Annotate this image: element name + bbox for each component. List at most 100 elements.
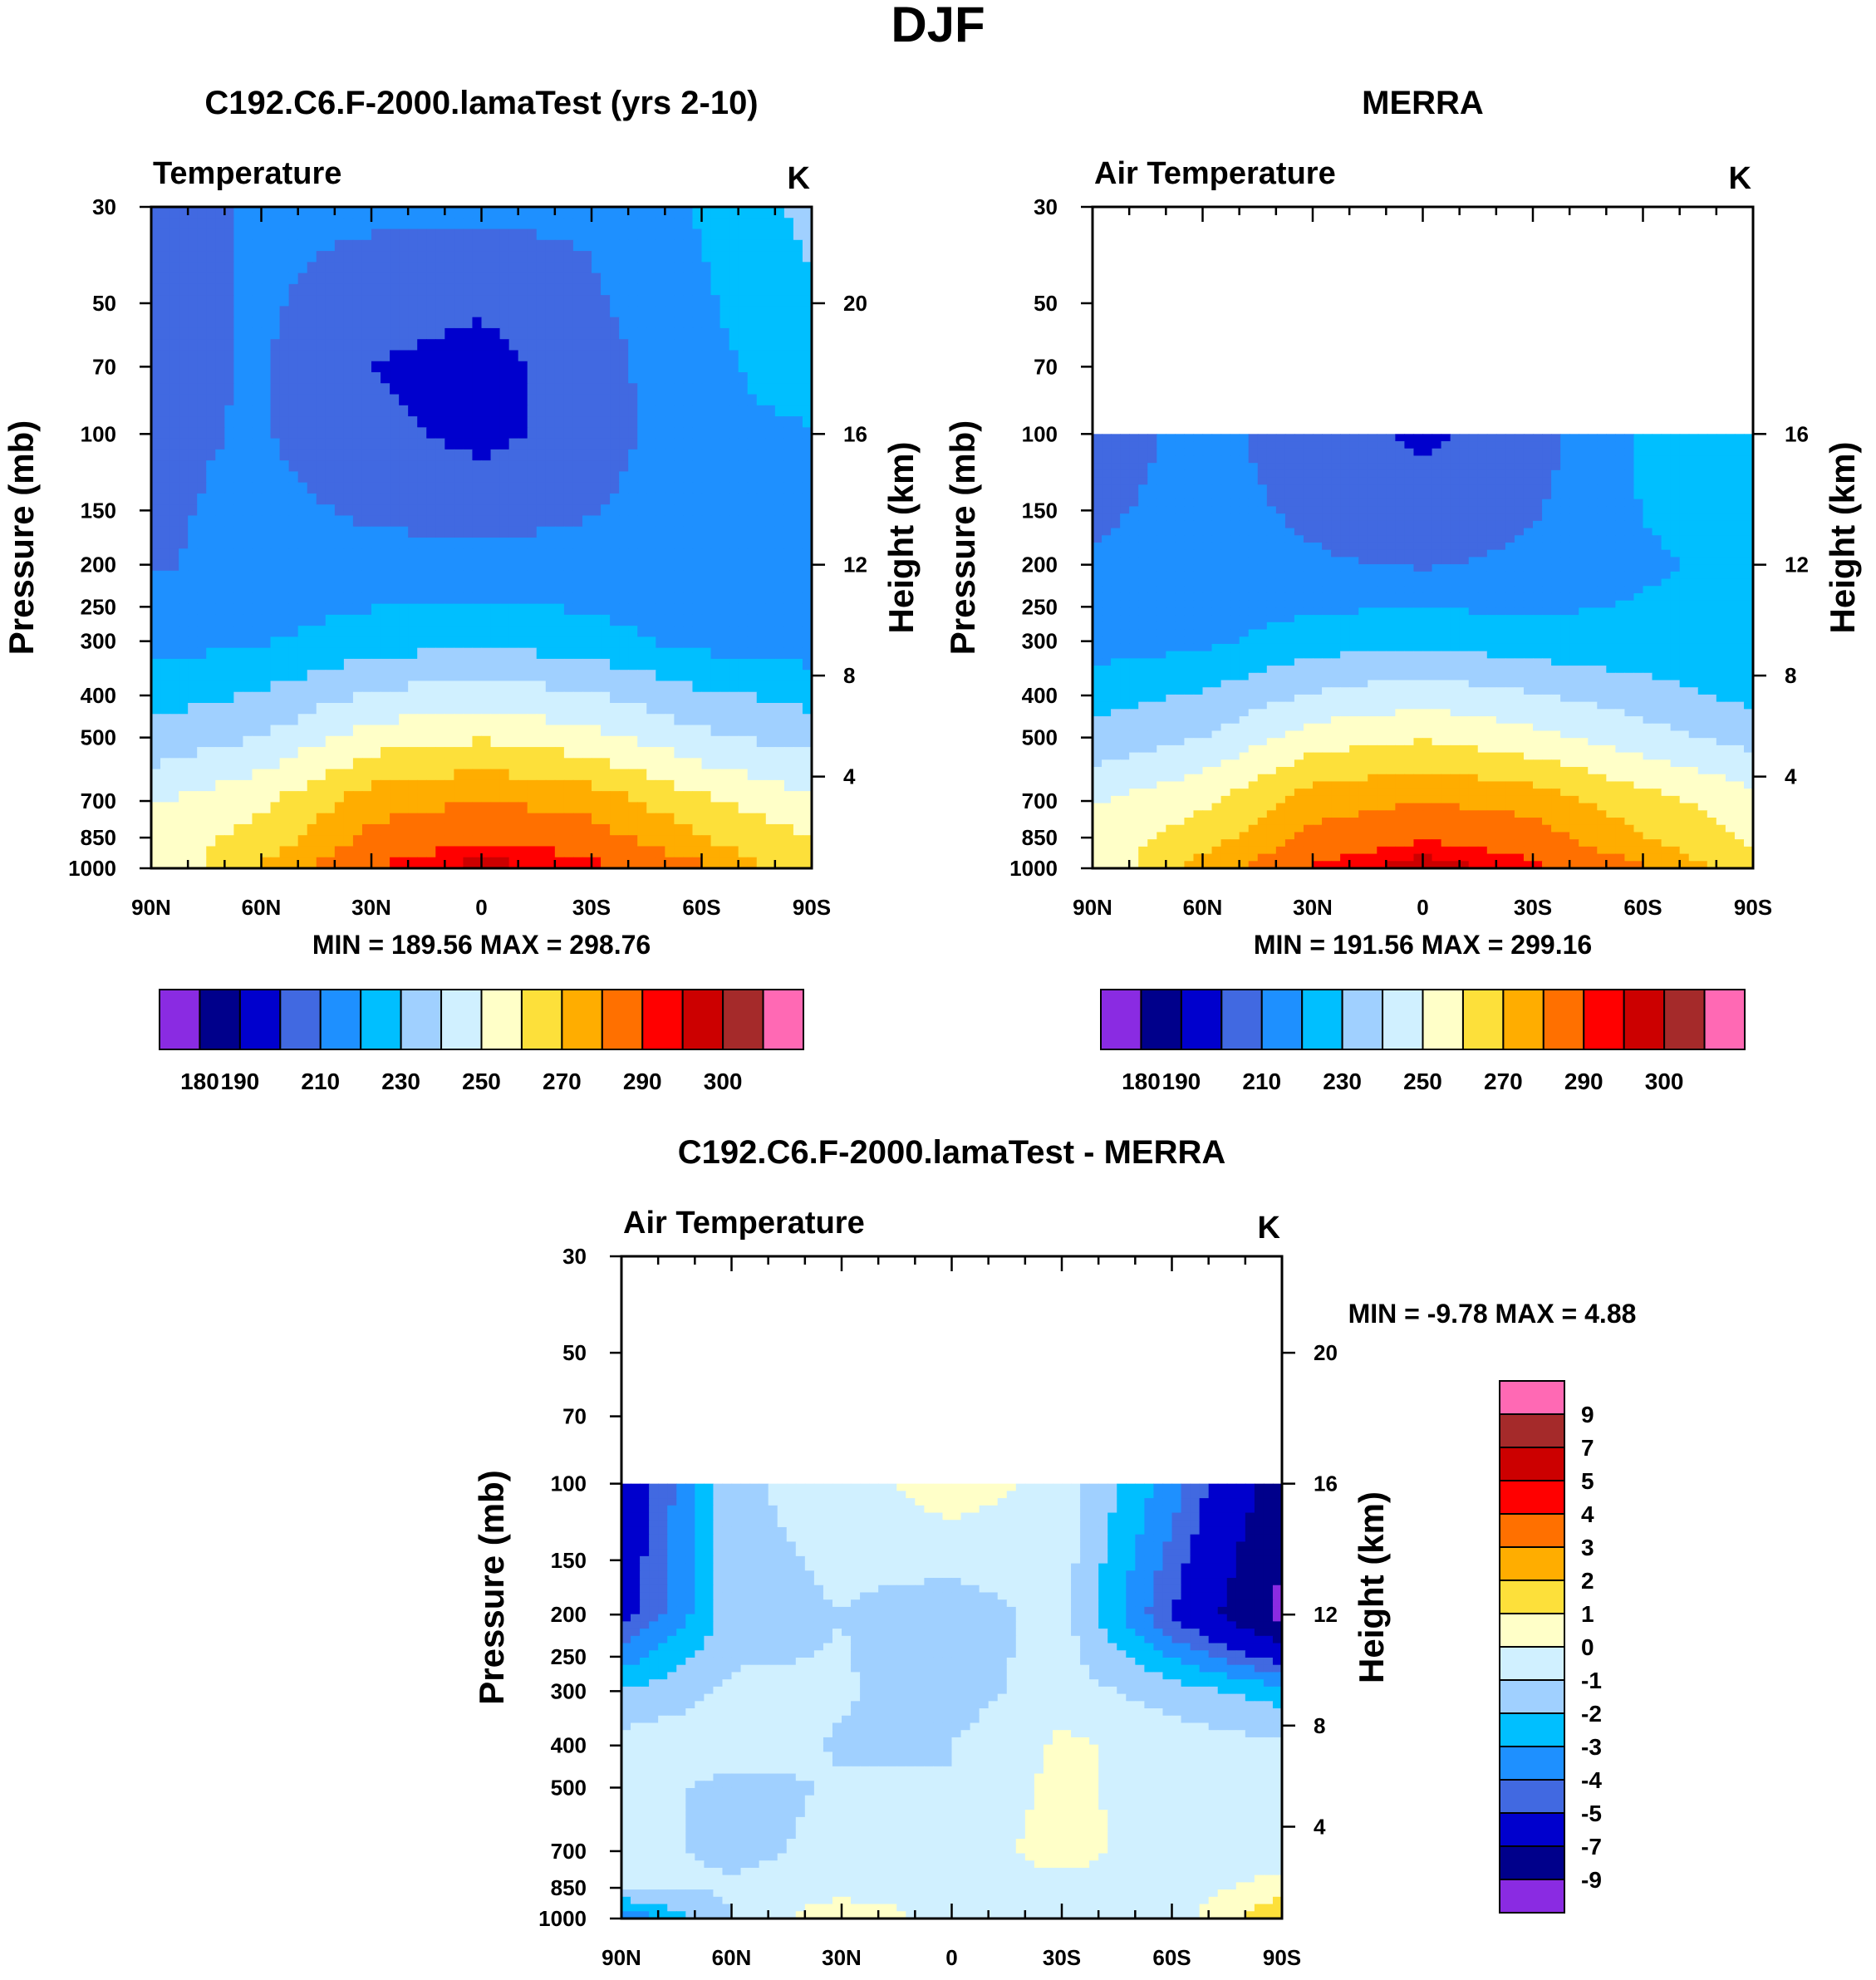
contour-cell bbox=[637, 614, 647, 626]
x-tick-label: 90N bbox=[131, 895, 171, 920]
contour-cell bbox=[371, 405, 381, 417]
contour-cell bbox=[710, 383, 721, 396]
contour-cell bbox=[224, 228, 234, 241]
contour-cell bbox=[381, 350, 390, 362]
contour-cell bbox=[472, 769, 483, 781]
contour-cell bbox=[656, 559, 665, 572]
contour-cell bbox=[444, 658, 454, 671]
contour-cell bbox=[610, 582, 620, 593]
contour-cell bbox=[215, 416, 225, 428]
contour-cell bbox=[756, 218, 767, 230]
contour-cell bbox=[1093, 441, 1103, 450]
contour-cell bbox=[619, 658, 629, 671]
contour-cell bbox=[325, 703, 336, 715]
contour-cell bbox=[601, 791, 611, 803]
contour-cell bbox=[297, 504, 308, 517]
contour-cell bbox=[508, 823, 519, 836]
contour-cell bbox=[527, 504, 538, 517]
contour-cell bbox=[802, 306, 813, 318]
contour-cell bbox=[454, 813, 464, 825]
contour-cell bbox=[1111, 484, 1121, 493]
contour-cell bbox=[729, 327, 739, 340]
contour-cell bbox=[381, 207, 390, 219]
contour-cell bbox=[325, 339, 336, 351]
contour-cell bbox=[261, 327, 272, 340]
contour-cell bbox=[151, 747, 161, 759]
contour-cell bbox=[527, 416, 538, 428]
contour-cell bbox=[334, 559, 345, 572]
contour-cell bbox=[1257, 477, 1268, 485]
contour-cell bbox=[206, 295, 216, 307]
contour-cell bbox=[408, 361, 418, 373]
contour-cell bbox=[270, 582, 281, 593]
contour-cell bbox=[197, 526, 207, 538]
contour-cell bbox=[481, 394, 492, 406]
contour-cell bbox=[683, 647, 694, 660]
contour-cell bbox=[683, 725, 694, 737]
contour-cell bbox=[619, 427, 629, 440]
contour-cell bbox=[536, 251, 547, 263]
contour-cell bbox=[774, 515, 785, 528]
contour-cell bbox=[701, 295, 712, 307]
contour-cell bbox=[279, 405, 290, 417]
contour-cell bbox=[243, 680, 253, 693]
contour-cell bbox=[435, 603, 445, 616]
contour-cell bbox=[270, 207, 281, 219]
contour-cell bbox=[783, 703, 794, 715]
contour-cell bbox=[399, 372, 409, 384]
contour-cell bbox=[188, 295, 198, 307]
contour-cell bbox=[572, 857, 583, 869]
contour-cell bbox=[508, 548, 519, 561]
contour-cell bbox=[729, 813, 739, 825]
contour-cell bbox=[1404, 455, 1415, 464]
contour-cell bbox=[747, 559, 758, 572]
contour-cell bbox=[408, 582, 418, 593]
contour-cell bbox=[297, 769, 308, 781]
contour-cell bbox=[233, 823, 244, 836]
contour-cell bbox=[444, 857, 454, 869]
contour-cell bbox=[206, 306, 216, 318]
contour-cell bbox=[169, 228, 179, 241]
contour-cell bbox=[307, 273, 317, 285]
contour-cell bbox=[371, 471, 381, 484]
contour-cell bbox=[426, 262, 436, 274]
contour-cell bbox=[325, 449, 336, 461]
contour-cell bbox=[1157, 434, 1166, 442]
contour-cell bbox=[628, 614, 638, 626]
contour-cell bbox=[179, 548, 189, 561]
contour-cell bbox=[343, 317, 354, 329]
contour-cell bbox=[701, 339, 712, 351]
contour-cell bbox=[1661, 441, 1672, 450]
contour-cell bbox=[572, 813, 583, 825]
contour-cell bbox=[426, 857, 436, 869]
contour-cell bbox=[463, 228, 474, 241]
contour-cell bbox=[665, 350, 675, 362]
panel-units-label: K bbox=[1729, 161, 1752, 196]
contour-cell bbox=[508, 372, 519, 384]
contour-cell bbox=[371, 857, 381, 869]
contour-cell bbox=[665, 295, 675, 307]
contour-cell bbox=[160, 647, 170, 660]
contour-cell bbox=[408, 218, 418, 230]
contour-cell bbox=[472, 691, 483, 704]
contour-cell bbox=[169, 603, 179, 616]
contour-cell bbox=[719, 471, 730, 484]
contour-cell bbox=[774, 603, 785, 616]
contour-cell bbox=[197, 691, 207, 704]
contour-cell bbox=[656, 548, 665, 561]
contour-cell bbox=[316, 262, 327, 274]
contour-cell bbox=[610, 228, 620, 241]
contour-cell bbox=[316, 758, 327, 770]
contour-cell bbox=[582, 670, 592, 682]
contour-cell bbox=[288, 559, 299, 572]
contour-cell bbox=[683, 670, 694, 682]
contour-cell bbox=[1670, 469, 1681, 479]
contour-cell bbox=[756, 603, 767, 616]
contour-cell bbox=[674, 207, 685, 219]
contour-cell bbox=[1679, 469, 1690, 479]
contour-cell bbox=[463, 306, 474, 318]
contour-cell bbox=[518, 228, 528, 241]
contour-cell bbox=[508, 703, 519, 715]
contour-cell bbox=[334, 262, 345, 274]
contour-cell bbox=[1340, 434, 1350, 442]
